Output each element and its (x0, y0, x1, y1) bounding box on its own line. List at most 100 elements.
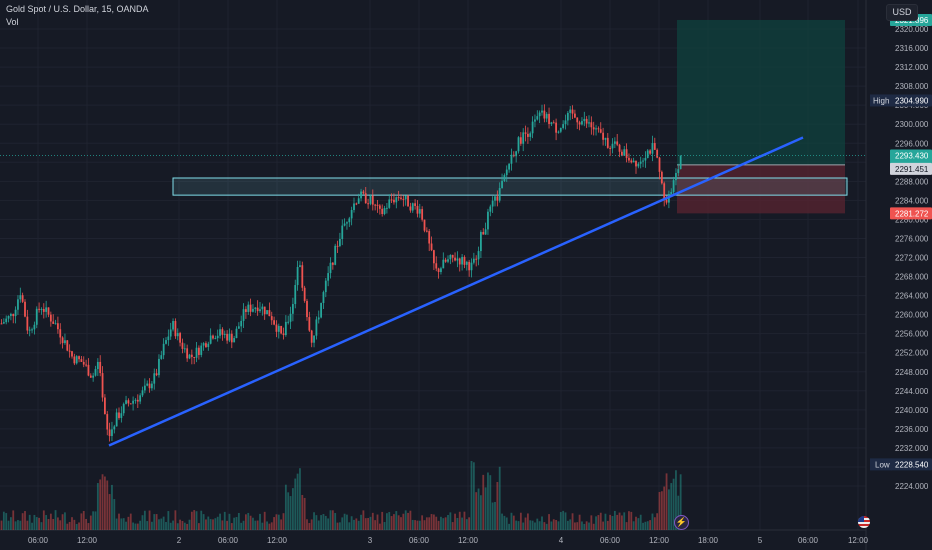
trendline-line (108, 136, 804, 447)
volume-bar (402, 513, 405, 530)
candle-body (188, 354, 191, 359)
volume-bar (663, 486, 666, 530)
price-axis[interactable]: 2224.0002228.0002232.0002236.0002240.000… (895, 25, 929, 491)
candle-body (646, 150, 649, 158)
candle-body (430, 243, 433, 251)
candle-body (588, 122, 590, 124)
volume-bar (442, 518, 445, 530)
candle-body (292, 304, 294, 314)
y-tick-label: 2288.000 (895, 177, 929, 186)
candle-body (2, 322, 5, 324)
volume-bar (252, 517, 254, 530)
candle-body (348, 218, 351, 223)
volume-bar (216, 516, 219, 530)
volume-bar (315, 515, 318, 530)
candle-body (308, 317, 311, 331)
candle-body (590, 122, 593, 128)
candle-body (428, 231, 431, 244)
y-tick-label: 2312.000 (895, 63, 929, 72)
volume-bar (350, 516, 353, 530)
volume-bar (294, 478, 297, 530)
candle-body (294, 285, 297, 305)
volume-bar (54, 510, 57, 530)
volume-bar (280, 519, 283, 530)
candle-body (115, 412, 118, 427)
lightning-bolt-icon[interactable]: ⚡ (674, 515, 689, 530)
volume-bar (87, 523, 90, 530)
candle-body (96, 361, 99, 370)
volume-bar (75, 523, 78, 530)
candle-body (190, 354, 193, 357)
symbol-title[interactable]: Gold Spot / U.S. Dollar, 15, OANDA (6, 4, 149, 14)
volume-bar (0, 520, 3, 530)
support-zone[interactable] (172, 177, 848, 196)
candle-body (343, 223, 346, 226)
candle-body (245, 309, 247, 312)
candle-body (120, 413, 123, 418)
candle-body (59, 329, 62, 338)
volume-bar (89, 515, 92, 530)
volume-bar (348, 522, 351, 530)
currency-button[interactable]: USD (886, 4, 918, 21)
long-position-tool[interactable] (677, 19, 845, 214)
candle-body (381, 208, 384, 215)
volume-bar (444, 517, 447, 530)
x-tick-label: 12:00 (848, 536, 869, 545)
volume-bar (47, 518, 50, 530)
candle-body (216, 335, 219, 339)
volume-bar (26, 520, 29, 530)
y-tick-label: 2252.000 (895, 349, 929, 358)
candle-body (38, 308, 40, 310)
volume-bar (200, 510, 203, 530)
candle-body (519, 137, 522, 144)
volume-bar (80, 513, 83, 530)
volume-bar (465, 519, 468, 530)
candle-body (468, 261, 471, 271)
candle-body (89, 375, 92, 378)
volume-bar (515, 520, 518, 530)
volume-bar (45, 515, 48, 530)
volume-bar (275, 514, 278, 530)
volume-bar (38, 517, 40, 530)
current-price-label: 2293.430 (895, 151, 929, 160)
time-axis[interactable]: 06:00 12:00 2 06:00 12:00 3 06:00 12:00 4 06:00 12… (28, 536, 869, 545)
candle-body (99, 361, 102, 374)
volume-bar (68, 521, 71, 530)
candle-body (529, 133, 532, 137)
volume-bar (644, 521, 647, 530)
us-flag-icon[interactable] (858, 516, 870, 528)
candle-body (148, 383, 151, 389)
trendline[interactable] (108, 136, 804, 447)
candle-body (536, 116, 539, 120)
volume-bar (125, 521, 127, 530)
volume-bar (132, 522, 134, 530)
y-tick-label: 2300.000 (895, 120, 929, 129)
volume-bar (235, 517, 238, 530)
volume-bar (195, 511, 198, 530)
volume-bar (585, 521, 588, 530)
x-tick-label: 2 (177, 536, 182, 545)
candle-body (604, 137, 607, 140)
candle-body (136, 399, 139, 402)
volume-bar (458, 511, 461, 530)
volume-bar (665, 473, 668, 530)
volume-bar (362, 510, 365, 530)
volume-bar (566, 520, 569, 530)
volume-bar (339, 522, 341, 530)
volume-bar (10, 517, 12, 530)
volume-bar (597, 515, 600, 530)
x-tick-label: 12:00 (649, 536, 670, 545)
candle-body (574, 113, 576, 118)
candle-body (433, 250, 435, 264)
volume-bar (237, 512, 240, 530)
volume-bar (101, 474, 104, 530)
candle-body (665, 199, 668, 203)
volume-bar (635, 516, 637, 530)
candle-body (357, 198, 360, 204)
target-zone (677, 19, 845, 165)
volume-indicator-label[interactable]: Vol (6, 17, 19, 27)
candle-body (386, 207, 388, 209)
volume-bar (656, 513, 659, 530)
volume-bar (613, 510, 616, 530)
